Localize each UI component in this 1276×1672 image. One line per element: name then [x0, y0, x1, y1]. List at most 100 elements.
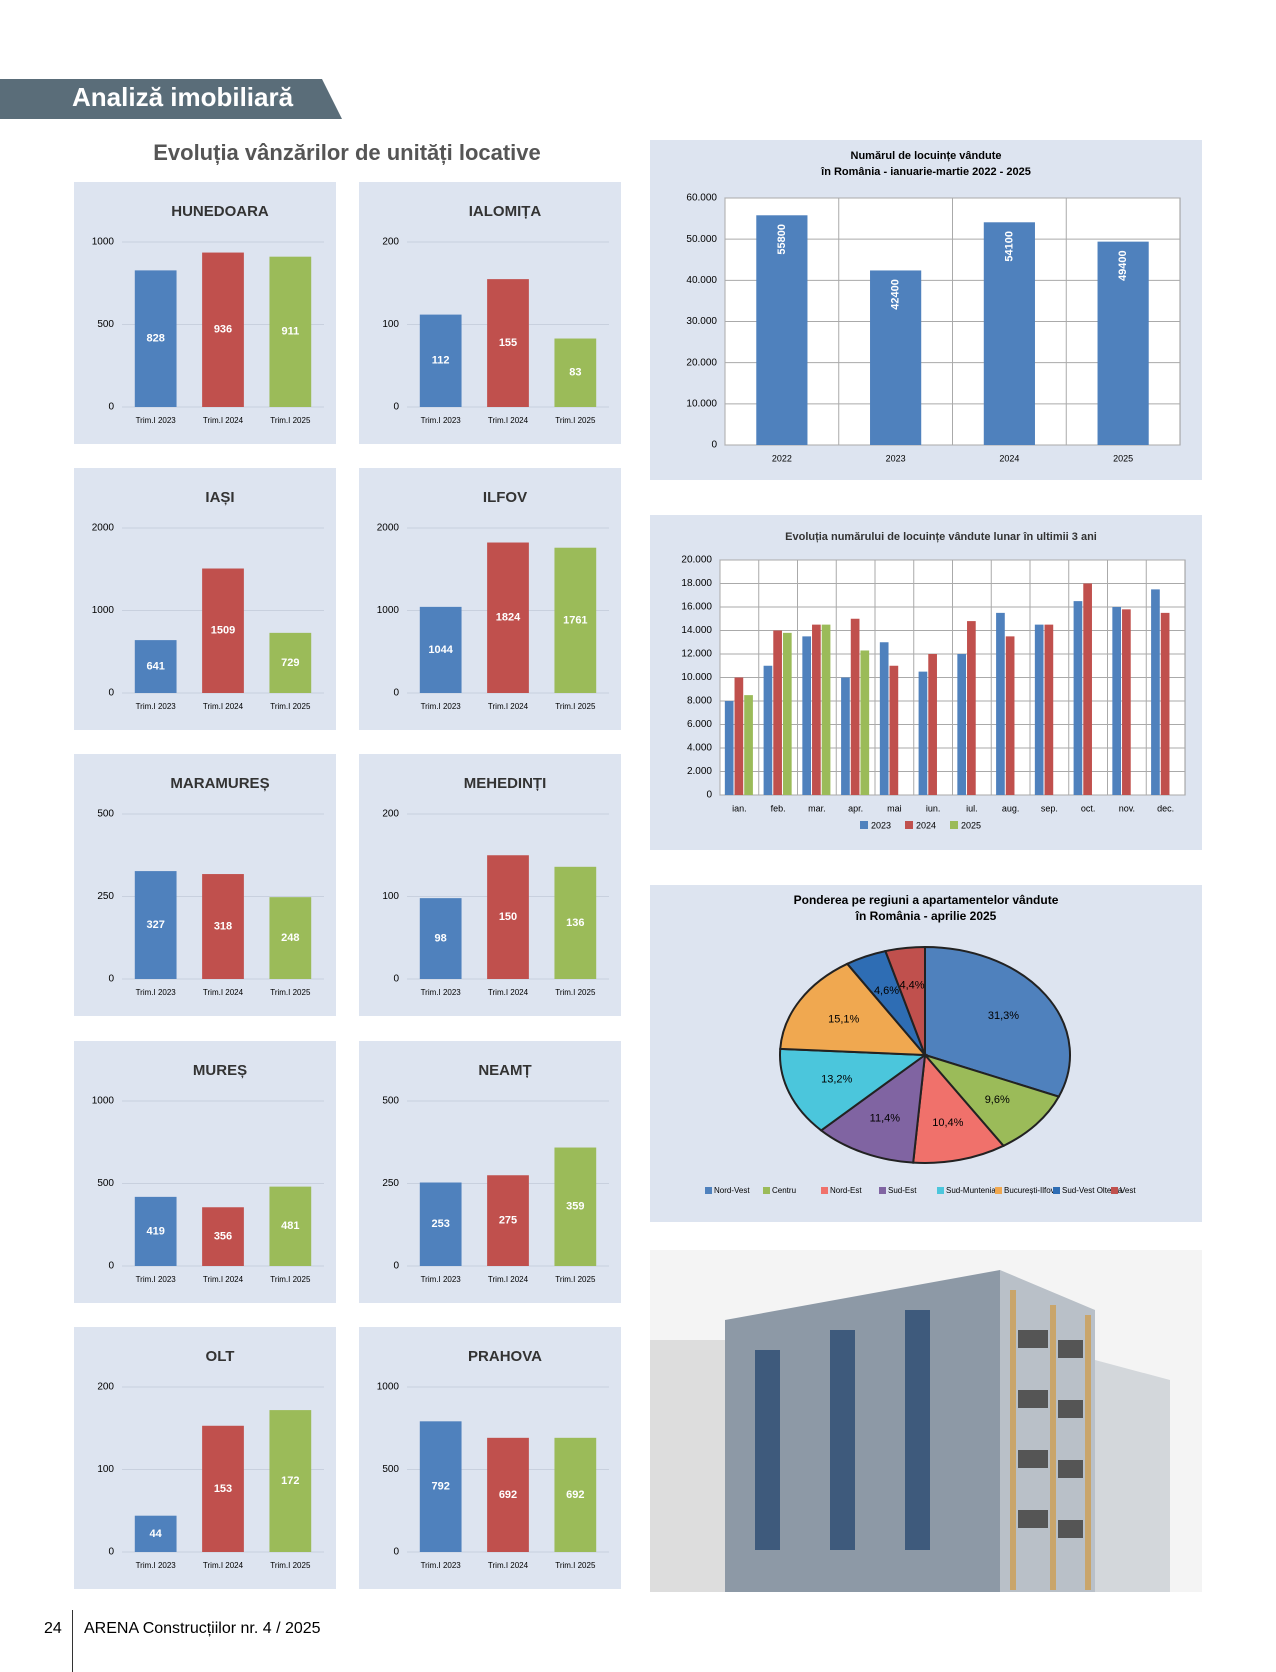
value-label: 136	[566, 917, 584, 929]
bar	[841, 677, 850, 795]
bar	[554, 1437, 597, 1552]
legend-swatch	[705, 1187, 712, 1194]
bar	[782, 632, 792, 795]
bar	[802, 636, 812, 795]
slice-label: 11,4%	[870, 1112, 901, 1124]
y-tick-label: 250	[97, 891, 114, 902]
bar	[269, 1410, 312, 1552]
y-tick-label: 500	[97, 319, 114, 330]
x-tick-label: 2023	[886, 453, 906, 463]
bar	[134, 640, 177, 693]
x-tick-label: Trim.I 2024	[203, 1561, 244, 1570]
value-label: 112	[432, 355, 450, 367]
legend-swatch	[995, 1187, 1002, 1194]
chart-title: Ponderea pe regiuni a apartamentelor vân…	[794, 893, 1059, 907]
bar	[860, 650, 870, 795]
chart-title: OLT	[206, 1348, 235, 1365]
section-banner: Analiză imobiliară	[0, 79, 342, 119]
chart: MUREȘ 0 500 1000 Trim.I 2023 Trim.I 2024 Trim.…	[74, 1041, 336, 1303]
page-number: 24	[44, 1620, 62, 1637]
x-tick-label: Trim.I 2023	[421, 988, 462, 997]
x-tick-label: ian.	[732, 803, 747, 813]
bar	[134, 1515, 177, 1552]
bar	[202, 568, 244, 693]
bar	[134, 871, 177, 979]
bar	[1034, 624, 1044, 795]
y-tick-label: 4.000	[687, 743, 712, 754]
legend-label: 2023	[871, 820, 891, 830]
y-tick-label: 100	[97, 1464, 114, 1475]
value-label: 936	[214, 324, 232, 336]
x-tick-label: Trim.I 2023	[136, 1275, 177, 1284]
value-label: 1044	[428, 644, 453, 656]
legend-swatch	[1111, 1187, 1118, 1194]
x-tick-label: Trim.I 2024	[203, 1275, 244, 1284]
y-tick-label: 2.000	[687, 766, 712, 777]
chart-subtitle: în România - aprilie 2025	[855, 909, 997, 923]
chart: IALOMIȚA 0 100 200 Trim.I 2023 Trim.I 2024 Tri…	[359, 182, 621, 444]
y-tick-label: 500	[97, 1178, 114, 1189]
value-label: 1761	[563, 614, 587, 626]
legend-swatch	[763, 1187, 770, 1194]
x-tick-label: Trim.I 2023	[421, 702, 462, 711]
bar	[734, 677, 744, 795]
pie-slice	[779, 1047, 928, 1132]
bar	[957, 654, 967, 795]
x-tick-label: Trim.I 2025	[555, 1275, 596, 1284]
value-label: 55800	[776, 224, 788, 255]
bar	[928, 654, 937, 795]
value-label: 356	[214, 1231, 232, 1243]
bar	[269, 1186, 312, 1266]
y-tick-label: 10.000	[681, 672, 712, 683]
y-tick-label: 0	[108, 974, 114, 985]
value-label: 44	[150, 1528, 163, 1540]
y-tick-label: 8.000	[687, 696, 712, 707]
chart: Numărul de locuințe vândute în România - …	[650, 140, 1202, 480]
bar	[1112, 607, 1122, 795]
x-tick-label: 2025	[1113, 453, 1133, 463]
building-photo	[650, 1250, 1202, 1592]
value-label: 248	[281, 932, 299, 944]
chart-title: NEAMȚ	[478, 1062, 531, 1079]
bar	[996, 612, 1005, 795]
bar	[1151, 589, 1160, 795]
y-tick-label: 0	[706, 790, 712, 801]
y-tick-label: 6.000	[687, 719, 712, 730]
y-tick-label: 20.000	[686, 357, 717, 368]
x-tick-label: nov.	[1119, 803, 1135, 813]
value-label: 327	[146, 919, 164, 931]
value-label: 729	[281, 657, 299, 669]
chart: Evoluția numărului de locuințe vândute l…	[650, 515, 1202, 850]
y-tick-label: 500	[382, 1464, 399, 1475]
value-label: 359	[566, 1201, 584, 1213]
legend-swatch	[860, 821, 868, 829]
value-label: 641	[146, 660, 164, 672]
legend-swatch	[905, 821, 913, 829]
publication: ARENA Construcțiilor nr. 4 / 2025	[84, 1620, 321, 1637]
bar	[134, 270, 177, 407]
y-tick-label: 2000	[377, 523, 400, 534]
legend-label: Nord-Est	[830, 1186, 862, 1195]
bar	[487, 1175, 529, 1266]
bar	[763, 665, 773, 795]
legend-swatch	[879, 1187, 886, 1194]
legend-label: 2025	[961, 820, 981, 830]
bar	[202, 1207, 244, 1266]
x-tick-label: Trim.I 2025	[270, 988, 311, 997]
y-tick-label: 40.000	[686, 275, 717, 286]
bar	[821, 624, 831, 795]
x-tick-label: feb.	[771, 803, 786, 813]
footer-rule	[72, 1610, 73, 1672]
slice-label: 4,4%	[899, 979, 924, 991]
y-tick-label: 30.000	[686, 316, 717, 327]
x-tick-label: iul.	[966, 803, 978, 813]
value-label: 54100	[1003, 231, 1015, 262]
value-label: 419	[146, 1225, 164, 1237]
bar	[554, 338, 597, 407]
y-tick-label: 500	[97, 809, 114, 820]
bar	[773, 630, 782, 795]
x-tick-label: Trim.I 2025	[270, 702, 311, 711]
value-label: 792	[431, 1481, 449, 1493]
chart: MEHEDINȚI 0 100 200 Trim.I 2023 Trim.I 2024 Tr…	[359, 754, 621, 1016]
bar	[983, 222, 1035, 445]
